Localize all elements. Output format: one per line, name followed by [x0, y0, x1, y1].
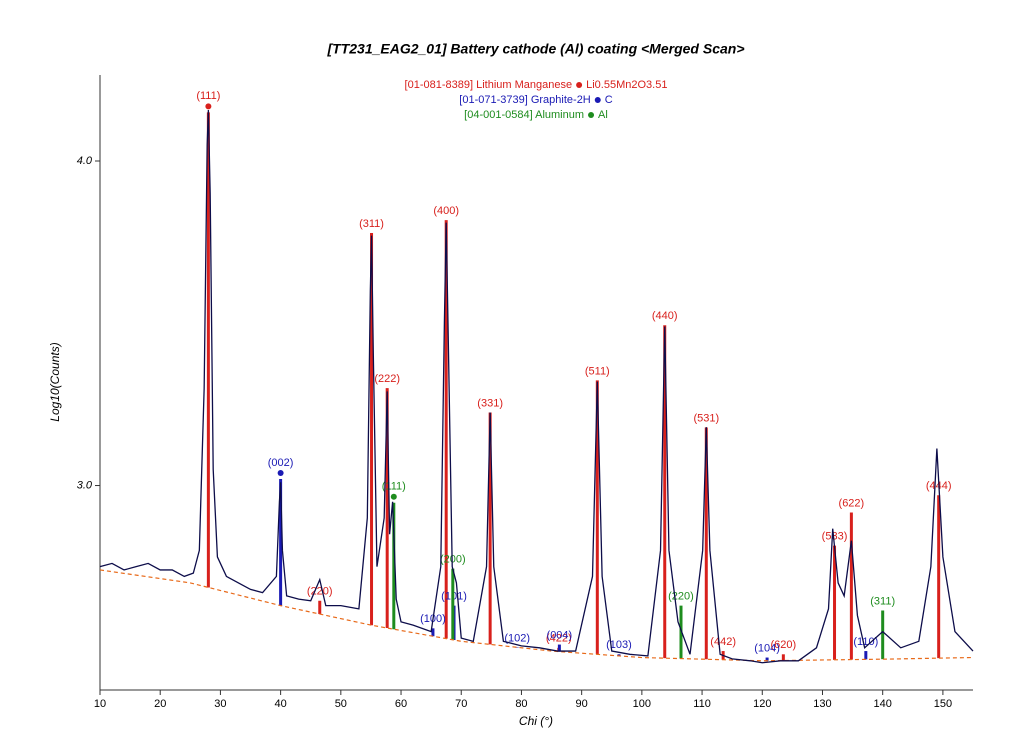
- y-tick-label: 4.0: [77, 155, 93, 167]
- x-tick-label: 150: [934, 698, 952, 710]
- x-tick-label: 20: [154, 698, 166, 710]
- phase-dot: [576, 82, 583, 88]
- phase-formula: Al: [598, 109, 608, 121]
- peak-label: (220): [668, 591, 694, 603]
- peak-label: (004): [547, 629, 573, 641]
- phase-formula: Li0.55Mn2O3.51: [586, 79, 667, 91]
- phase-dot: [588, 112, 595, 118]
- phase-marker: [277, 470, 284, 477]
- phase-name: [04-001-0584] Aluminum: [464, 109, 584, 121]
- x-tick-label: 50: [335, 698, 347, 710]
- peak-label: (422): [546, 633, 572, 645]
- x-tick-label: 80: [515, 698, 527, 710]
- peak-label: (622): [839, 497, 865, 509]
- peak-label: (110): [853, 636, 878, 648]
- phase-name: [01-081-8389] Lithium Manganese: [405, 79, 573, 91]
- x-tick-label: 70: [455, 698, 467, 710]
- peak-label: (102): [504, 633, 530, 645]
- peak-label: (531): [693, 412, 719, 424]
- peak-label: (311): [359, 218, 384, 230]
- x-tick-label: 40: [274, 698, 286, 710]
- x-tick-label: 30: [214, 698, 226, 710]
- peak-label: (442): [710, 636, 736, 648]
- x-tick-label: 90: [576, 698, 588, 710]
- x-tick-label: 110: [693, 698, 711, 710]
- peak-label: (620): [771, 639, 797, 651]
- x-axis-title: Chi (°): [519, 714, 553, 728]
- x-tick-label: 140: [874, 698, 892, 710]
- peak-label: (311): [870, 595, 895, 607]
- scan-line: [99, 110, 974, 664]
- peak-label: (331): [477, 397, 503, 409]
- peak-label: (111): [196, 90, 220, 102]
- phase-formula: C: [605, 94, 613, 106]
- phase-dot: [594, 97, 601, 103]
- chart-title: [TT231_EAG2_01] Battery cathode (Al) coa…: [326, 41, 744, 57]
- x-tick-label: 130: [813, 698, 831, 710]
- background-curve: [99, 569, 974, 662]
- peak-label: (220): [307, 586, 333, 598]
- peak-label: (103): [606, 639, 632, 651]
- x-tick-label: 10: [94, 698, 106, 710]
- peak-label: (511): [585, 365, 610, 377]
- peak-label: (222): [374, 373, 400, 385]
- x-tick-label: 100: [633, 698, 651, 710]
- phase-name: [01-071-3739] Graphite-2H: [459, 94, 591, 106]
- peak-label: (111): [382, 481, 406, 493]
- x-tick-label: 120: [753, 698, 771, 710]
- peak-label: (104): [754, 642, 780, 654]
- y-axis-title: Log10(Counts): [48, 342, 62, 421]
- peak-label: (200): [440, 554, 466, 566]
- peak-label: (533): [822, 530, 848, 542]
- phase-marker: [205, 103, 212, 110]
- peak-label: (002): [268, 457, 294, 469]
- peak-label: (400): [433, 205, 459, 217]
- peak-label: (440): [652, 310, 678, 322]
- phase-marker: [390, 493, 397, 500]
- x-tick-label: 60: [395, 698, 407, 710]
- y-tick-label: 3.0: [77, 479, 93, 491]
